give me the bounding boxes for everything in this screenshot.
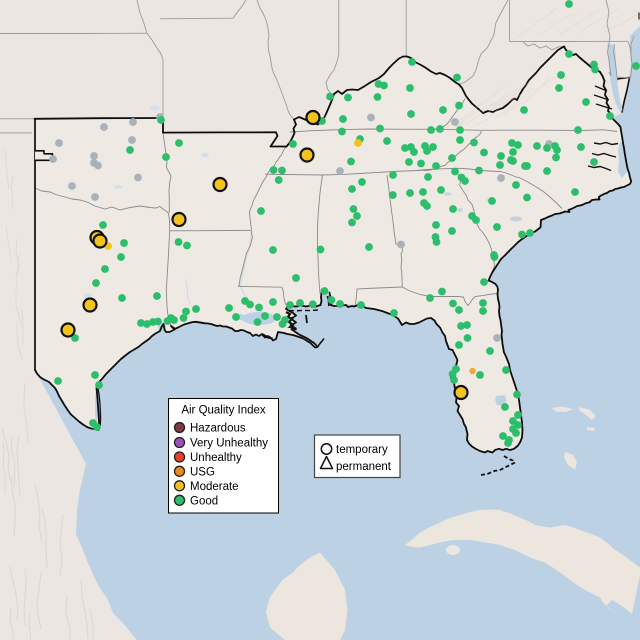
svg-text:Good: Good bbox=[190, 495, 218, 507]
svg-text:Air Quality Index: Air Quality Index bbox=[181, 405, 266, 417]
svg-text:Moderate: Moderate bbox=[190, 481, 239, 493]
svg-text:Very Unhealthy: Very Unhealthy bbox=[190, 438, 268, 450]
svg-text:temporary: temporary bbox=[336, 444, 388, 456]
svg-text:USG: USG bbox=[190, 466, 215, 478]
svg-text:Hazardous: Hazardous bbox=[190, 423, 246, 435]
svg-text:permanent: permanent bbox=[336, 461, 392, 473]
svg-text:Unhealthy: Unhealthy bbox=[190, 452, 242, 464]
